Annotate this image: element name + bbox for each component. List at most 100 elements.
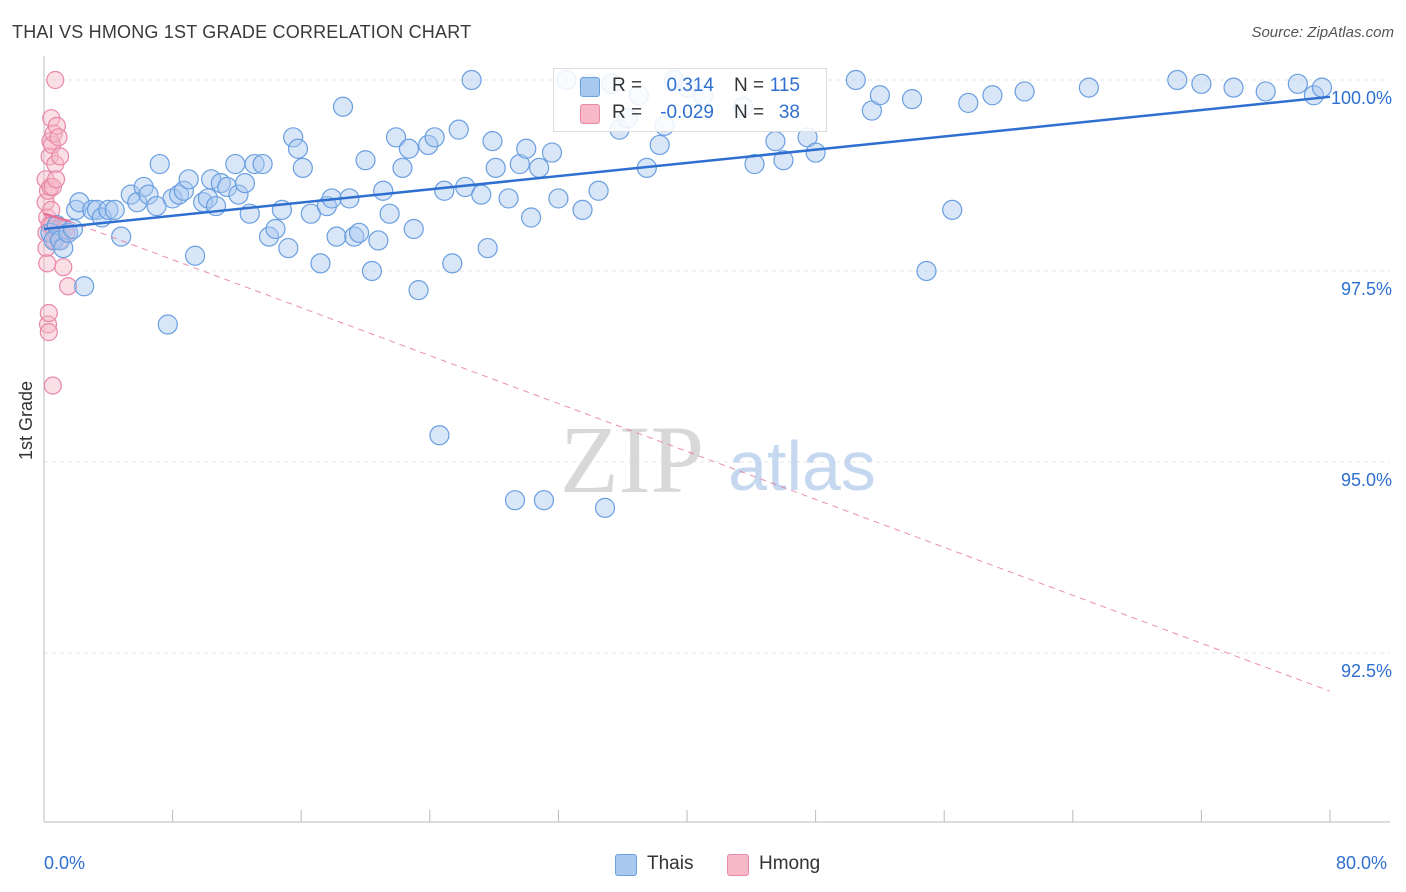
thais-point <box>69 192 90 213</box>
thais-point <box>845 69 866 91</box>
thais-point <box>104 199 125 220</box>
thais-trendline <box>43 95 1331 231</box>
legend-label: Hmong <box>759 853 821 874</box>
y-tick-label: 95.0% <box>1341 470 1392 490</box>
thais-point <box>62 218 84 240</box>
thais-point <box>265 218 286 240</box>
thais-point <box>529 157 550 178</box>
thais-point <box>278 237 299 259</box>
hmong-point <box>54 258 73 277</box>
trendlines <box>43 95 1331 692</box>
thais-point <box>482 131 503 152</box>
hmong-point <box>43 376 62 395</box>
chart-source: Source: ZipAtlas.com <box>1251 24 1394 41</box>
correlation-legend: R = 0.314 N = 115 R = -0.029 N = 38 <box>553 68 827 132</box>
thais-point <box>244 153 265 175</box>
thais-point <box>588 180 609 201</box>
hmong-swatch <box>727 854 749 876</box>
y-tick-label: 97.5% <box>1341 279 1392 299</box>
thais-point <box>287 138 309 159</box>
thais-point <box>234 173 256 194</box>
thais-point <box>392 157 413 178</box>
x-axis-max-label: 80.0% <box>1336 853 1388 873</box>
thais-point <box>252 153 273 175</box>
thais-point <box>326 226 347 247</box>
thais-point <box>424 127 445 148</box>
thais-point <box>178 169 199 190</box>
thais-point <box>504 490 526 511</box>
thais-point <box>408 280 429 301</box>
thais-point <box>434 180 455 201</box>
thais-point <box>594 497 616 518</box>
thais-point <box>509 153 530 175</box>
hmong-point <box>59 277 78 296</box>
thais-point <box>520 207 542 228</box>
hmong-point <box>46 170 66 189</box>
hmong-trendline <box>43 212 71 223</box>
hmong-point <box>39 323 58 342</box>
n-label: N = <box>734 102 765 123</box>
thais-point <box>429 425 450 446</box>
series-legend: Thais Hmong <box>0 852 1406 878</box>
thais-swatch <box>580 77 600 97</box>
thais-point <box>744 153 765 175</box>
thais-point <box>805 142 826 163</box>
thais-point <box>541 142 563 163</box>
thais-point <box>53 237 74 259</box>
hmong-trendline-extension <box>69 220 1331 692</box>
hmong-point <box>49 128 68 147</box>
thais-point <box>368 230 389 251</box>
n-label: N = <box>734 75 765 96</box>
thais-point <box>361 260 383 282</box>
thais-point <box>982 85 1003 106</box>
hmong-point <box>46 70 65 90</box>
thais-point <box>869 85 891 106</box>
thais-point <box>46 215 67 236</box>
thais-point <box>1167 69 1188 91</box>
thais-point <box>1191 73 1212 94</box>
n-value: 115 <box>769 75 800 96</box>
thais-point <box>485 157 506 178</box>
thais-point <box>516 138 537 159</box>
r-label: R = <box>612 75 643 96</box>
thais-point <box>385 127 407 148</box>
watermark-atlas: atlas <box>728 427 876 505</box>
y-axis-title: 1st Grade <box>16 380 36 460</box>
legend-label: Thais <box>647 853 694 874</box>
thais-point <box>228 184 249 205</box>
thais-point <box>572 199 593 220</box>
gridlines <box>44 79 1390 654</box>
watermark: ZIP atlas <box>560 406 876 513</box>
thais-point <box>379 203 400 224</box>
thais-point <box>442 253 463 274</box>
hmong-point <box>47 116 66 135</box>
thais-point <box>498 188 519 209</box>
thais-point <box>1078 77 1099 98</box>
thais-point <box>149 153 170 175</box>
n-value: 38 <box>778 102 800 123</box>
y-tick-label: 92.5% <box>1341 661 1392 681</box>
thais-point <box>958 92 979 114</box>
thais-point <box>765 131 786 152</box>
hmong-swatch <box>580 104 600 124</box>
thais-point <box>355 150 376 171</box>
r-value: 0.314 <box>666 75 714 96</box>
thais-point <box>548 188 569 209</box>
thais-point <box>649 134 670 156</box>
thais-point <box>283 127 304 148</box>
r-value: -0.029 <box>660 102 714 123</box>
thais-point <box>98 199 119 220</box>
y-tick-label: 100.0% <box>1331 88 1392 108</box>
y-tick-labels: 92.5% 95.0% 97.5% 100.0% <box>1331 88 1392 681</box>
r-label: R = <box>612 102 643 123</box>
x-axis-min-label: 0.0% <box>44 853 86 873</box>
thais-point <box>74 276 95 297</box>
thais-point <box>310 253 331 274</box>
legend-row-hmong: R = -0.029 N = 38 <box>554 100 826 126</box>
thais-point <box>185 245 206 266</box>
thais-point <box>210 173 231 194</box>
thais-point <box>373 180 394 201</box>
thais-point <box>403 218 424 240</box>
thais-point <box>173 180 194 201</box>
